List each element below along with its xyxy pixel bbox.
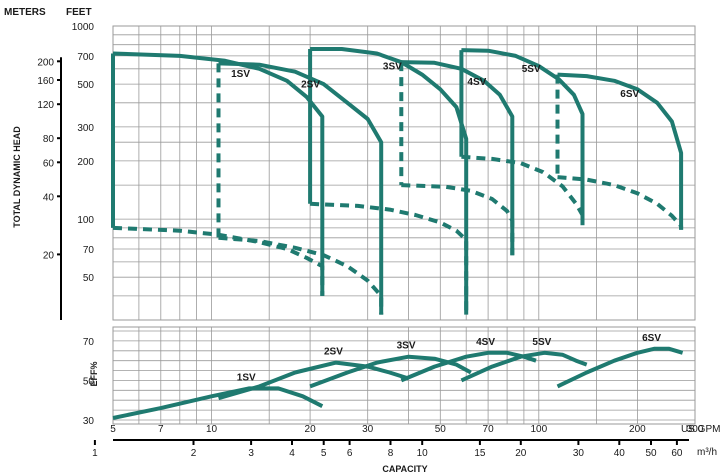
meters-tick-label: 60 [43,158,55,169]
series-label-6sv: 6SV [620,89,639,100]
efficiency-plot-frame [112,326,696,425]
series-label-5sv: 5SV [522,64,541,75]
head-axis-label: TOTAL DYNAMIC HEAD [12,126,22,228]
feet-tick-label: 100 [77,215,94,226]
curve-5sv-efficiency [460,350,588,383]
gpm-tick-label: 200 [629,424,646,435]
capacity-axis-label: CAPACITY [382,464,427,474]
head-plot-frame [112,25,696,321]
efficiency-axis-label: EFF% [89,361,99,386]
curve-3sv-min-head [310,201,469,315]
meters-axis-title: METERS [4,7,46,18]
eff-label-5sv: 5SV [532,337,551,348]
series-label-2sv: 2SV [301,80,320,91]
curve-6sv-efficiency [556,346,684,389]
feet-tick-label: 500 [77,80,94,91]
curve-5sv-min-head [461,154,585,226]
m3h-tick-label: 50 [645,448,657,459]
gpm-tick-label: 20 [305,424,317,435]
eff-label-3sv: 3SV [397,341,416,352]
series-label-4sv: 4SV [467,77,486,88]
eff-tick-label: 50 [83,376,95,387]
gpm-tick-label: 30 [362,424,374,435]
curve-1sv-max-head [112,51,325,296]
meters-tick-label: 160 [37,76,54,87]
curve-3sv-max-head [310,47,469,315]
pump-curves: 1SV 1SV 2SV 2SV 3SV 3SV 4SV 4SV 5SV 5SV 6SV 6SV [111,47,684,420]
m3h-tick-label: 6 [347,448,353,459]
gpm-tick-label: 70 [483,424,495,435]
feet-tick-label: 700 [77,52,94,63]
curve-4sv-min-head [401,183,515,256]
curve-2sv-max-head [218,61,384,315]
gpm-tick-label: 300 [687,424,704,435]
m3h-tick-label: 8 [388,448,394,459]
m3h-tick-label: 1 [92,448,98,459]
eff-tick-label: 70 [83,337,95,348]
gpm-tick-label: 50 [435,424,447,435]
m3h-tick-label: 3 [248,448,254,459]
gpm-tick-label: 100 [530,424,547,435]
m3h-tick-label: 40 [614,448,626,459]
curve-2sv-min-head [218,235,384,315]
m3h-unit-label: m³/h [697,447,717,458]
curve-2sv-efficiency [217,360,410,401]
curve-6sv-min-head [557,175,684,230]
m3h-tick-label: 30 [573,448,585,459]
eff-label-6sv: 6SV [642,333,661,344]
m3h-tick-label: 15 [474,448,486,459]
axes: 1000700500300200100705020016012080604020… [37,22,703,459]
curve-1sv-efficiency [112,386,324,420]
feet-axis-title: FEET [66,7,92,18]
feet-tick-label: 300 [77,123,94,134]
m3h-tick-label: 4 [289,448,295,459]
gpm-tick-label: 7 [158,424,164,435]
m3h-tick-label: 10 [417,448,429,459]
series-label-1sv: 1SV [231,69,250,80]
feet-tick-label: 70 [83,245,95,256]
curve-1sv-min-head [112,225,325,296]
meters-tick-label: 200 [37,57,54,68]
eff-label-4sv: 4SV [476,337,495,348]
curve-5sv-max-head [461,48,585,226]
m3h-tick-label: 60 [671,448,683,459]
curve-6sv-max-head [557,72,684,230]
meters-tick-label: 40 [43,192,55,203]
eff-tick-label: 30 [83,416,95,427]
series-label-3sv: 3SV [383,62,402,73]
curve-4sv-max-head [401,60,515,256]
eff-label-1sv: 1SV [237,372,256,383]
meters-tick-label: 80 [43,134,55,145]
curve-3sv-efficiency [309,354,472,389]
feet-tick-label: 50 [83,273,95,284]
m3h-tick-label: 20 [515,448,527,459]
m3h-tick-label: 2 [191,448,197,459]
meters-tick-label: 120 [37,100,54,111]
m3h-tick-label: 5 [321,448,327,459]
eff-label-2sv: 2SV [324,347,343,358]
gpm-tick-label: 5 [110,424,116,435]
gpm-unit-label: US GPM [681,424,720,435]
meters-tick-label: 20 [43,250,55,261]
feet-tick-label: 200 [77,157,94,168]
feet-tick-label: 1000 [72,22,95,33]
gpm-tick-label: 10 [206,424,218,435]
